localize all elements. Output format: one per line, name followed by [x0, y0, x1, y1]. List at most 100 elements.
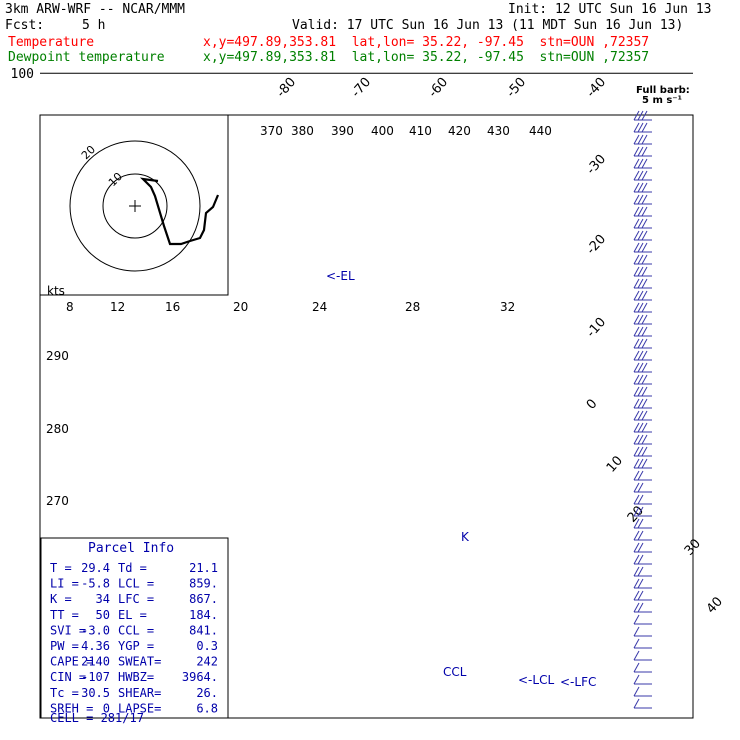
parcel-field-1-1: -5.8 [81, 577, 110, 591]
parcel-field-1-3: 859. [189, 577, 218, 591]
wind-barb-flag [637, 194, 644, 205]
wind-barb-flag [641, 386, 648, 397]
wind-barb-flag [637, 590, 644, 601]
wind-barb-flag [633, 362, 640, 373]
wind-barb-flag [633, 398, 640, 409]
hodograph-scale-28: 28 [405, 300, 420, 314]
dewpoint-location: x,y=497.89,353.81 lat,lon= 35.22, -97.45… [203, 50, 650, 65]
wind-barb [633, 542, 652, 553]
parcel-field-3-0: TT = [50, 608, 79, 622]
wind-barb-flag [633, 494, 640, 505]
wind-barb-flag [633, 254, 640, 265]
hodograph-trace [139, 177, 220, 246]
parcel-field-8-2: SHEAR= [118, 686, 161, 700]
wind-barb [633, 518, 652, 529]
wind-barb-flag [633, 158, 640, 169]
wind-barb-flag [641, 266, 648, 277]
theta-label-410: 410 [409, 124, 432, 138]
hodograph-scale-32: 32 [500, 300, 515, 314]
wind-barb-flag [637, 530, 644, 541]
hodograph-units: kts [47, 284, 65, 298]
wind-barb-flag [641, 206, 648, 217]
wind-barb [633, 290, 652, 301]
wind-barb-flag [633, 434, 640, 445]
theta-label-400: 400 [371, 124, 394, 138]
wind-barb [633, 506, 652, 517]
dewpoint-legend: Dewpoint temperature [8, 50, 165, 65]
wind-barb-flag [633, 482, 640, 493]
wind-barb-flag [633, 650, 640, 661]
parcel-field-7-0: CIN = [50, 670, 86, 684]
hodograph-scale-20: 20 [233, 300, 248, 314]
wind-barb [633, 158, 652, 169]
wind-barb [633, 314, 652, 325]
wind-barb-flag [633, 230, 640, 241]
parcel-field-8-3: 26. [196, 686, 218, 700]
wind-barb-flag [633, 614, 640, 625]
parcel-field-4-3: 841. [189, 623, 218, 637]
parcel-field-5-1: 4.36 [81, 639, 110, 653]
theta-label-290: 290 [46, 349, 69, 363]
wind-barb-flag [633, 290, 640, 301]
wind-barb-flag [637, 410, 644, 421]
wind-barb [633, 554, 652, 565]
wind-barb-flag [637, 146, 644, 157]
wind-barb-flag [641, 218, 648, 229]
wind-barb-flag [637, 230, 644, 241]
parcel-field-6-3: 242 [196, 655, 218, 669]
wind-barb-flag [641, 278, 648, 289]
wind-barb-flag [637, 374, 644, 385]
hodograph-scale-24: 24 [312, 300, 327, 314]
wind-barb-flag [633, 338, 640, 349]
parcel-field-7-3: 3964. [182, 670, 218, 684]
wind-barb-flag [637, 602, 644, 613]
parcel-field-6-2: SWEAT= [118, 655, 161, 669]
wind-barb-flag [637, 542, 644, 553]
wind-barb-flag [633, 542, 640, 553]
wind-barb-flag [641, 290, 648, 301]
wind-barb-flag [633, 146, 640, 157]
wind-barb-flag [633, 590, 640, 601]
wind-barb [633, 434, 652, 445]
wind-barb [633, 134, 652, 145]
temperature-label-0: 0 [584, 396, 601, 412]
parcel-field-6-1: 2140 [81, 655, 110, 669]
temperature-label--50: -50 [504, 75, 529, 101]
temperature-label-20: 20 [625, 503, 647, 525]
wind-barb-flag [641, 302, 648, 313]
wind-barb-flag [641, 434, 648, 445]
wind-barb-flag [633, 662, 640, 673]
wind-barb-flag [637, 422, 644, 433]
wind-barb-flag [633, 506, 640, 517]
wind-barb [633, 182, 652, 193]
wind-barb-flag [633, 638, 640, 649]
wind-barb-flag [633, 566, 640, 577]
wind-barb-flag [633, 518, 640, 529]
wind-barb-flag [633, 578, 640, 589]
wind-barb [633, 602, 652, 613]
wind-barb-flag [641, 158, 648, 169]
wind-barb-flag [641, 338, 648, 349]
barb-legend-unit: 5 m s⁻¹ [642, 95, 682, 106]
wind-barb-flag [633, 170, 640, 181]
wind-barb-flag [633, 206, 640, 217]
wind-barb-flag [637, 122, 644, 133]
wind-barb-flag [637, 134, 644, 145]
wind-barb-flag [633, 134, 640, 145]
wind-barb [633, 350, 652, 361]
annotation-4: K [461, 530, 470, 544]
wind-barb [633, 686, 652, 697]
wind-barb-flag [633, 278, 640, 289]
parcel-field-4-1: -3.0 [81, 623, 110, 637]
parcel-panel-title: Parcel Info [88, 541, 174, 556]
parcel-field-4-0: SVI = [50, 623, 86, 637]
wind-barb-flag [633, 182, 640, 193]
temperature-label--60: -60 [426, 75, 451, 101]
wind-barb [633, 110, 652, 121]
wind-barb-flag [637, 242, 644, 253]
wind-barb-flag [637, 302, 644, 313]
temperature-location: x,y=497.89,353.81 lat,lon= 35.22, -97.45… [203, 35, 650, 50]
wind-barb [633, 458, 652, 469]
wind-barb-flag [641, 122, 648, 133]
wind-barb [633, 578, 652, 589]
